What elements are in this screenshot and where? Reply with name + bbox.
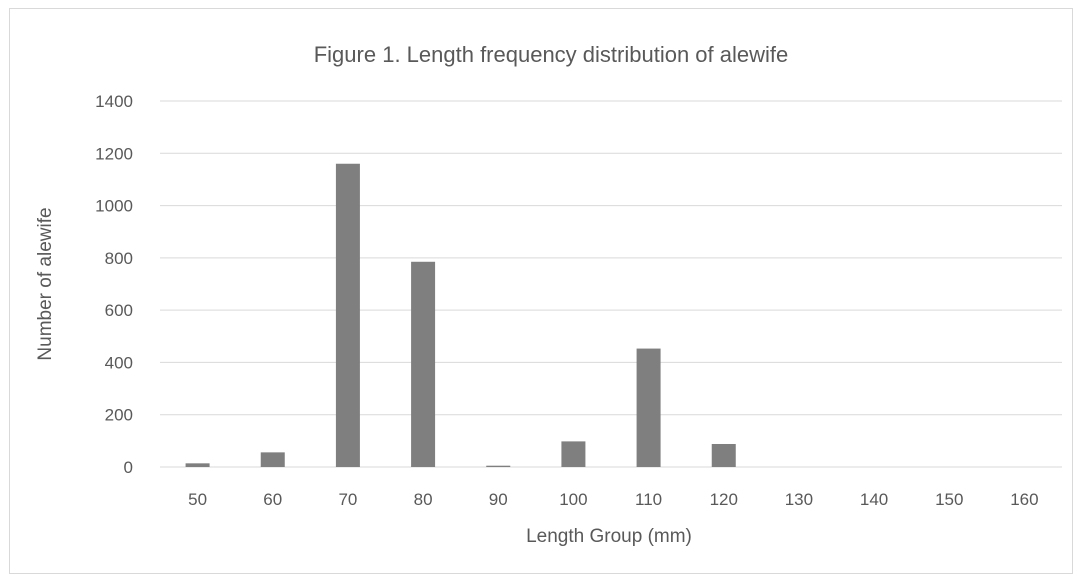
y-tick-label: 200 bbox=[105, 406, 133, 425]
x-axis-title: Length Group (mm) bbox=[526, 526, 692, 547]
y-tick-label: 800 bbox=[105, 249, 133, 268]
bar-50 bbox=[185, 463, 210, 467]
y-tick-label: 1200 bbox=[95, 144, 133, 163]
x-tick-label: 90 bbox=[489, 490, 508, 509]
bars bbox=[185, 163, 736, 467]
x-tick-label: 100 bbox=[559, 490, 587, 509]
bar-110 bbox=[636, 348, 661, 467]
x-axis-tick-labels: 50 60 70 80 90 100 110 120 130 140 150 160 bbox=[188, 490, 1038, 509]
y-tick-label: 1000 bbox=[95, 197, 133, 216]
y-axis-tick-labels: 0 200 400 600 800 1000 1200 1400 bbox=[95, 92, 133, 477]
bar-60 bbox=[260, 452, 285, 467]
bar-100 bbox=[561, 441, 586, 467]
chart-frame: Figure 1. Length frequency distribution … bbox=[9, 8, 1073, 574]
x-tick-label: 120 bbox=[710, 490, 738, 509]
bar-80 bbox=[411, 261, 436, 467]
bar-120 bbox=[711, 443, 736, 467]
x-tick-label: 70 bbox=[338, 490, 357, 509]
y-axis-title: Number of alewife bbox=[35, 207, 56, 360]
x-tick-label: 60 bbox=[263, 490, 282, 509]
gridlines bbox=[160, 100, 1062, 468]
x-tick-label: 140 bbox=[860, 490, 888, 509]
x-tick-label: 80 bbox=[414, 490, 433, 509]
bar-70 bbox=[335, 163, 360, 467]
y-tick-label: 1400 bbox=[95, 92, 133, 111]
x-tick-label: 150 bbox=[935, 490, 963, 509]
y-tick-label: 0 bbox=[124, 458, 133, 477]
x-tick-label: 130 bbox=[785, 490, 813, 509]
y-tick-label: 400 bbox=[105, 353, 133, 372]
y-tick-label: 600 bbox=[105, 301, 133, 320]
chart-title: Figure 1. Length frequency distribution … bbox=[314, 42, 789, 67]
chart: Figure 1. Length frequency distribution … bbox=[35, 42, 1062, 547]
x-tick-label: 160 bbox=[1010, 490, 1038, 509]
x-tick-label: 110 bbox=[635, 490, 662, 509]
bar-90 bbox=[486, 465, 511, 467]
x-tick-label: 50 bbox=[188, 490, 207, 509]
